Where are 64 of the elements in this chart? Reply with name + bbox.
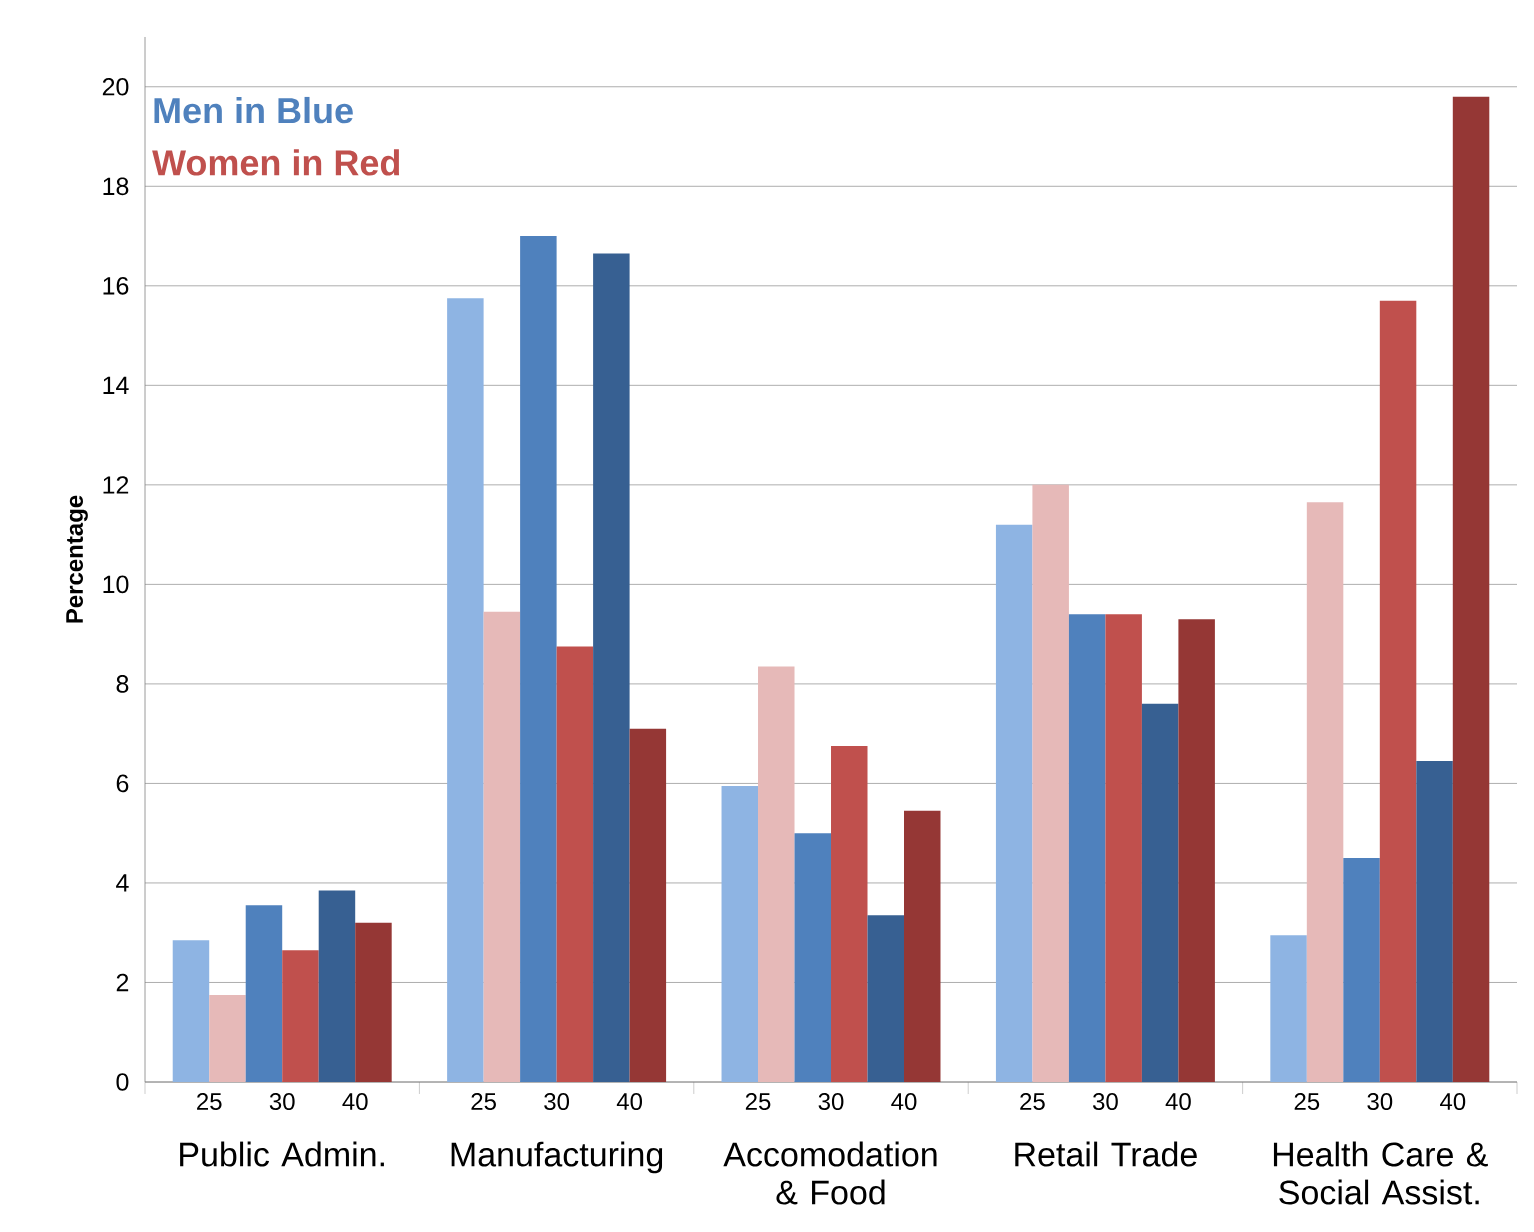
series-label: 40	[342, 1093, 368, 1111]
y-axis-title: Percentage	[66, 495, 88, 623]
y-tick-label: 8	[116, 675, 129, 693]
y-tick-label: 18	[103, 177, 129, 196]
bar	[1141, 703, 1179, 1082]
bar	[629, 728, 667, 1082]
text: 40	[891, 1093, 917, 1111]
series-label: 25	[197, 1093, 222, 1111]
text: 25	[1020, 1093, 1045, 1111]
bar	[209, 994, 246, 1082]
bar	[483, 611, 521, 1082]
text: 40	[616, 1093, 643, 1111]
bar	[282, 950, 319, 1082]
bar	[904, 810, 941, 1082]
text: 30	[544, 1093, 570, 1111]
text: 25	[1294, 1093, 1320, 1111]
bar	[721, 785, 759, 1082]
bar	[1032, 484, 1069, 1082]
text: 25	[745, 1093, 771, 1111]
bar	[245, 905, 283, 1082]
bar	[520, 236, 557, 1082]
x-tick-label: Public Admin.	[180, 1141, 384, 1167]
text: 25	[471, 1093, 496, 1111]
annotation: Men in Blue	[154, 96, 353, 124]
series-label: 30	[269, 1093, 295, 1111]
y-tick-label: 4	[116, 874, 129, 892]
text: 40	[1165, 1093, 1191, 1111]
annotation: Women in Red	[152, 149, 400, 176]
bar	[1068, 614, 1106, 1082]
bar	[1379, 300, 1417, 1082]
y-tick-label: 0	[116, 1073, 129, 1091]
bar	[1452, 96, 1490, 1082]
bar	[593, 253, 630, 1082]
bar	[1178, 619, 1215, 1082]
bar	[794, 833, 832, 1082]
bar	[1416, 761, 1453, 1082]
bar	[758, 666, 795, 1082]
y-tick-label: 2	[116, 973, 129, 992]
bar	[1105, 614, 1142, 1082]
y-tick-label: 12	[103, 476, 129, 494]
y-tick-label: 10	[103, 575, 129, 594]
bar	[556, 646, 594, 1082]
text: 30	[1367, 1093, 1393, 1111]
bar	[1306, 502, 1344, 1082]
x-tick-label: Manufacturing	[451, 1141, 663, 1174]
bar	[1270, 935, 1307, 1082]
y-tick-label: 6	[116, 774, 129, 793]
text: 30	[818, 1093, 844, 1111]
y-tick-label: 20	[102, 77, 129, 96]
bar	[318, 890, 356, 1082]
bar	[1343, 858, 1380, 1082]
bar	[447, 298, 484, 1082]
bar	[831, 746, 868, 1082]
text: 40	[1440, 1093, 1466, 1111]
x-tick-label: Retail Trade	[1015, 1141, 1197, 1167]
bar	[867, 915, 905, 1082]
x-tick-label: Accomodation & Food	[723, 1141, 937, 1205]
bar	[355, 922, 392, 1082]
text: 30	[1092, 1093, 1118, 1111]
bar	[995, 524, 1033, 1082]
x-tick-label: Health Care & Social Assist.	[1273, 1141, 1488, 1205]
bar	[172, 940, 210, 1082]
y-tick-label: 14	[103, 376, 129, 394]
y-tick-label: 16	[103, 276, 129, 295]
